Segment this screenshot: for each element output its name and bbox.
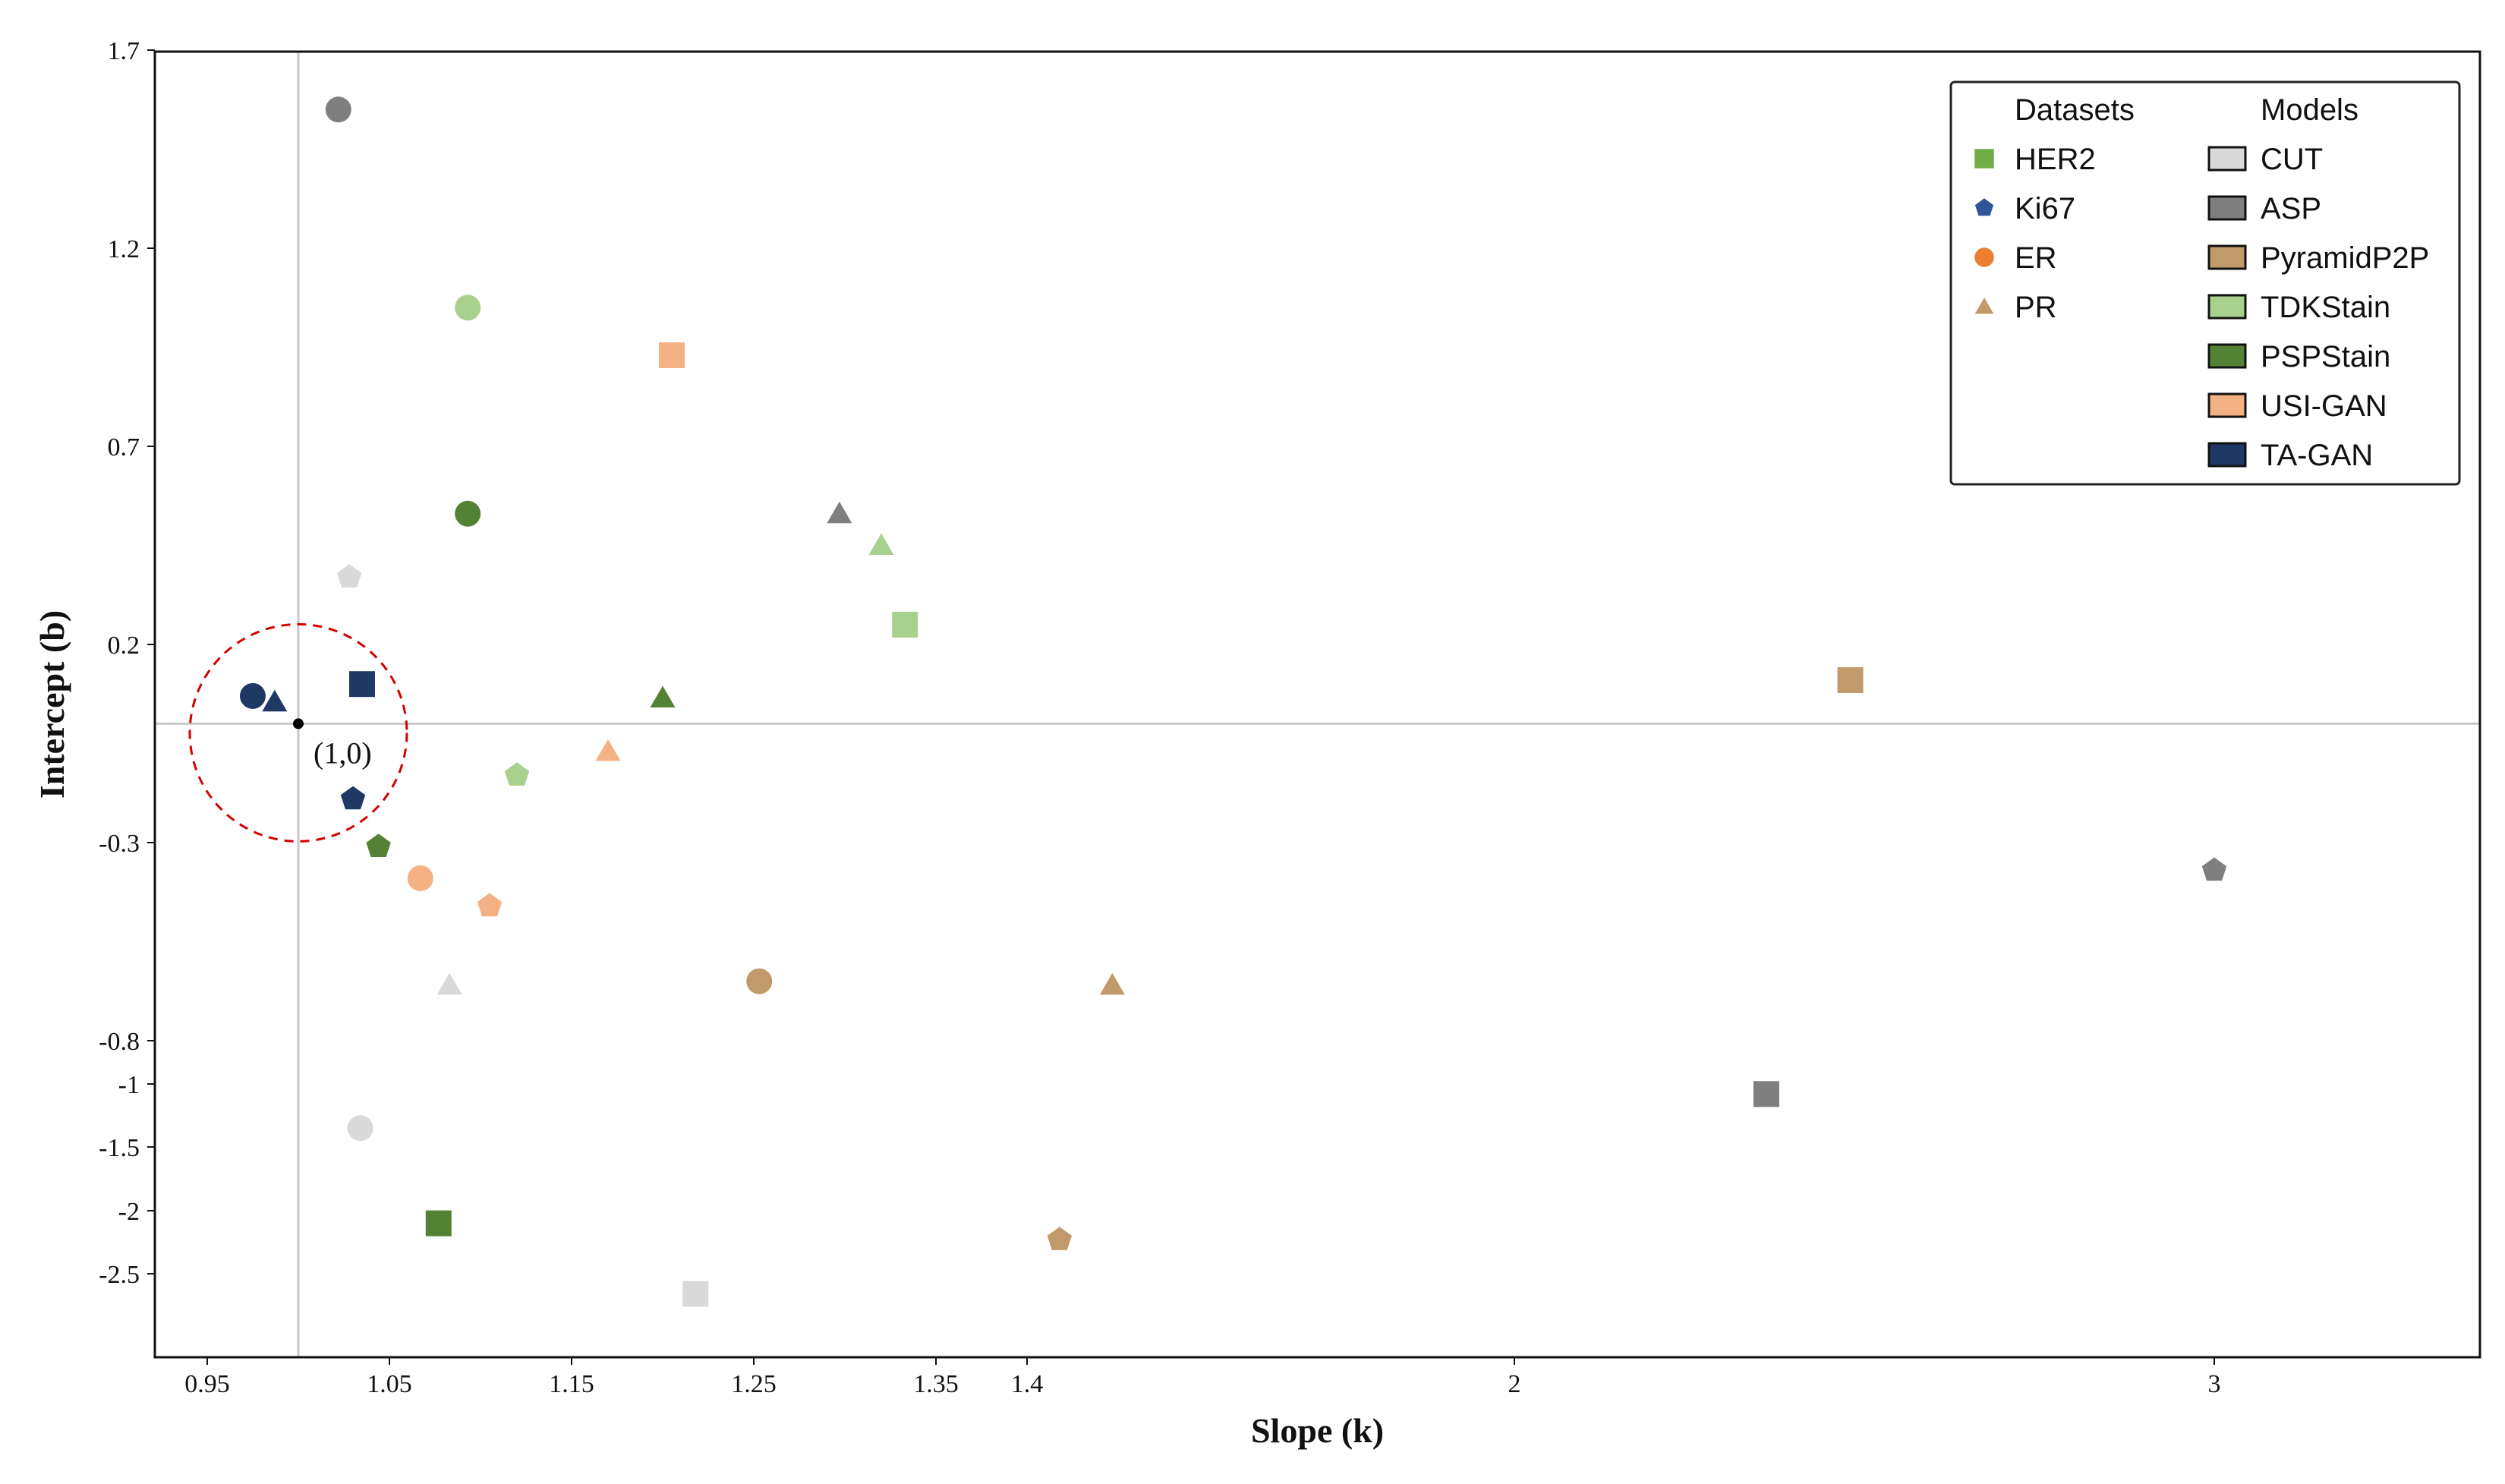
legend-swatch-pyramidp2p	[2207, 244, 2247, 270]
legend-swatch-cut	[2207, 146, 2247, 172]
point-tdkstain-her2	[892, 611, 918, 638]
legend-models-title: Models	[2261, 93, 2358, 127]
point-asp-ki67	[2201, 857, 2227, 881]
point-usi-gan-pr	[595, 739, 621, 761]
y-axis-title: Intercept (b)	[33, 610, 71, 799]
point-pyramidp2p-her2	[1837, 666, 1864, 693]
point-ta-gan-er	[240, 682, 266, 709]
x-axis-title: Slope (k)	[1251, 1411, 1384, 1450]
y-tick-label: -0.8	[99, 1028, 140, 1056]
x-tick-label: 1.15	[549, 1370, 594, 1398]
y-tick-label: 1.2	[108, 235, 140, 263]
x-tick-label: 1.25	[731, 1370, 777, 1398]
point-cut-er	[347, 1115, 373, 1142]
point-usi-gan-ki67	[477, 893, 503, 917]
legend-dataset-label: HER2	[2015, 143, 2096, 176]
point-cut-her2	[682, 1281, 709, 1307]
point-pspstain-her2	[425, 1210, 452, 1237]
y-tick-label: 0.7	[108, 433, 140, 462]
x-tick-label: 0.95	[184, 1370, 230, 1398]
x-tick-label: 3	[2208, 1370, 2221, 1398]
x-tick-label: 1.05	[367, 1370, 412, 1398]
legend-dataset-label: Ki67	[2015, 192, 2075, 225]
point-tdkstain-pr	[868, 533, 894, 555]
point-asp-pr	[827, 501, 852, 524]
legend-swatch-asp	[2207, 195, 2247, 221]
legend-datasets-title: Datasets	[2015, 93, 2135, 127]
point-cut-ki67	[337, 564, 362, 588]
y-tick-label: -2	[118, 1198, 140, 1226]
y-tick-label: 1.7	[108, 37, 140, 65]
legend-dataset-label: PR	[2015, 291, 2057, 324]
reference-lines	[155, 52, 2480, 1357]
origin-dot	[293, 718, 304, 729]
point-ta-gan-ki67	[340, 786, 366, 810]
origin-label: (1,0)	[314, 736, 372, 770]
data-points	[240, 96, 2227, 1307]
legend-model-label: PyramidP2P	[2261, 241, 2429, 275]
legend-model-label: USI-GAN	[2261, 389, 2387, 423]
point-ta-gan-pr	[262, 689, 288, 712]
y-tick-label: -2.5	[99, 1261, 140, 1289]
point-asp-er	[325, 96, 351, 123]
y-tick-label: -0.3	[99, 830, 140, 858]
x-tick-label: 1.4	[1011, 1370, 1044, 1398]
legend-marker-pr	[1974, 298, 1994, 314]
y-tick-label: 0.2	[108, 632, 140, 660]
legend: Datasets Models HER2 Ki67 ER PR CUT ASP Pyram…	[1949, 80, 2461, 486]
legend-datasets: HER2 Ki67 ER PR	[1974, 143, 2096, 324]
point-usi-gan-her2	[659, 342, 685, 368]
origin-annotation: (1,0)	[188, 622, 408, 843]
point-pyramidp2p-ki67	[1047, 1227, 1072, 1250]
legend-swatch-usi-gan	[2207, 392, 2247, 418]
point-asp-her2	[1753, 1081, 1779, 1107]
point-usi-gan-er	[407, 865, 433, 891]
point-tdkstain-ki67	[504, 762, 530, 786]
y-tick-label: -1.5	[99, 1134, 140, 1162]
legend-model-label: ASP	[2261, 192, 2321, 225]
highlight-circle	[188, 622, 408, 843]
legend-swatch-ta-gan	[2207, 442, 2247, 468]
x-tick-label: 2	[1508, 1370, 1521, 1398]
legend-model-label: TDKStain	[2261, 291, 2390, 324]
legend-swatch-pspstain	[2207, 343, 2247, 369]
point-cut-pr	[436, 972, 462, 995]
point-pspstain-pr	[650, 685, 676, 707]
legend-model-label: TA-GAN	[2261, 439, 2373, 472]
legend-marker-er	[1974, 247, 1994, 267]
x-tick-label: 1.35	[913, 1370, 959, 1398]
legend-swatch-tdkstain	[2207, 294, 2247, 320]
legend-marker-ki67	[1974, 198, 1994, 216]
legend-marker-her2	[1974, 149, 1994, 169]
point-tdkstain-er	[455, 295, 481, 321]
legend-model-label: PSPStain	[2261, 340, 2390, 373]
plot-frame	[153, 50, 2481, 1359]
legend-model-label: CUT	[2261, 143, 2323, 176]
point-pyramidp2p-er	[746, 968, 773, 994]
y-axis-ticks: 1.7 1.2 0.7 0.2 -0.3 -0.8 -1 -1.5 -2 -2.5	[99, 37, 155, 1289]
legend-dataset-label: ER	[2015, 241, 2057, 275]
point-ta-gan-her2	[349, 671, 375, 698]
legend-models: CUT ASP PyramidP2P TDKStain PSPStain USI-GAN T…	[2207, 143, 2429, 472]
point-pspstain-er	[455, 500, 481, 527]
y-tick-label: -1	[118, 1071, 140, 1099]
point-pyramidp2p-pr	[1099, 972, 1125, 995]
legend-box	[1949, 80, 2461, 486]
point-pspstain-ki67	[366, 833, 391, 857]
x-axis-ticks: 0.95 1.05 1.15 1.25 1.35 1.4 2 3	[184, 1357, 2221, 1398]
